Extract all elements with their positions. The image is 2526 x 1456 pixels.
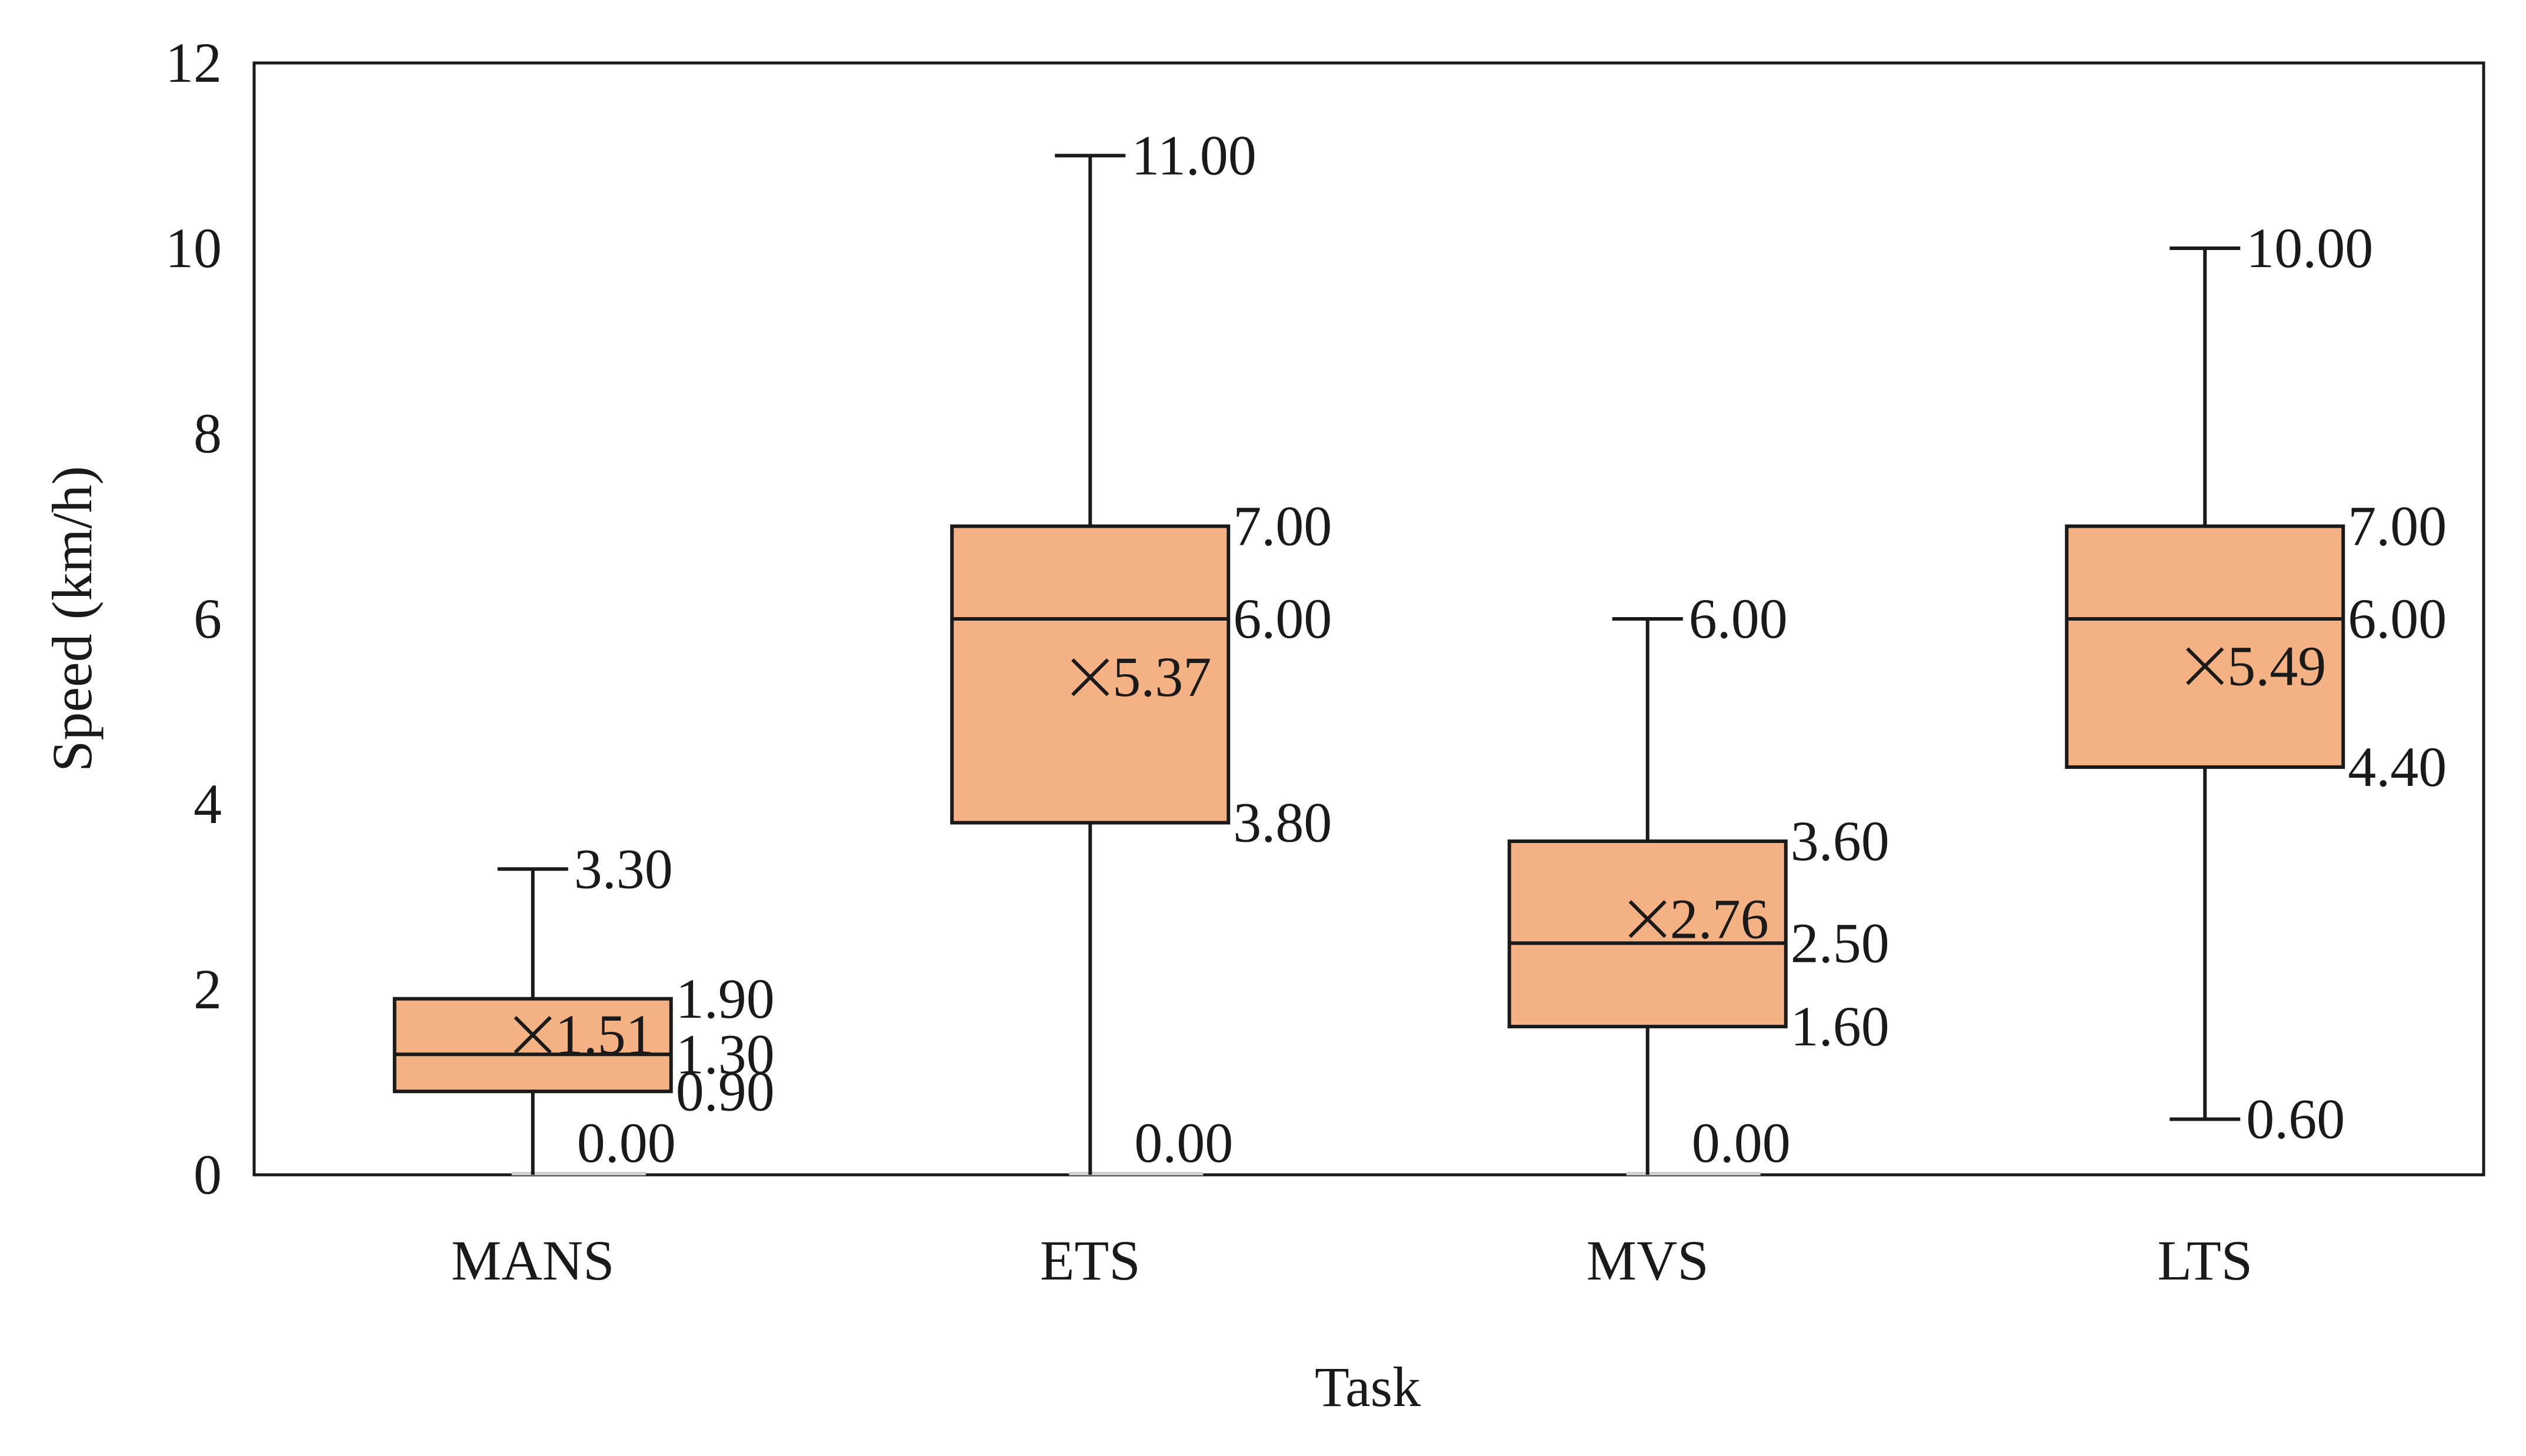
x-tick-label: MVS xyxy=(1587,1229,1709,1292)
box-group-mvs: 6.00 3.60 2.50 1.600.00 2.76 xyxy=(1507,587,1889,1175)
y-tick-label: 0 xyxy=(194,1143,222,1206)
iqr-box xyxy=(950,524,1231,825)
min-label: 0.00 xyxy=(577,1111,676,1174)
box-group-mans: 3.30 1.901.300.900.00 1.51 xyxy=(392,837,775,1175)
q1-label: 0.90 xyxy=(676,1059,775,1122)
y-axis-tick-labels: 0 2 4 6 8 10 12 xyxy=(165,31,222,1206)
y-tick-label: 4 xyxy=(194,772,222,835)
mean-marker-stroke xyxy=(1628,900,1667,938)
y-tick-label: 6 xyxy=(194,587,222,650)
median-label: 6.00 xyxy=(2348,587,2447,650)
q1-label: 3.80 xyxy=(1233,791,1332,854)
y-axis-title: Speed (km/h) xyxy=(41,466,104,772)
x-axis-title: Task xyxy=(1315,1355,1421,1418)
iqr-box xyxy=(1507,839,1788,1028)
mean-label: 2.76 xyxy=(1670,887,1769,950)
min-label: 0.00 xyxy=(1134,1111,1233,1174)
x-tick-label: LTS xyxy=(2157,1229,2252,1292)
mean-marker xyxy=(514,1016,552,1054)
x-axis-tick-labels: MANS ETS MVS LTS xyxy=(451,1229,2252,1292)
q3-label: 1.90 xyxy=(676,967,775,1030)
x-tick-label: ETS xyxy=(1040,1229,1141,1292)
median-label: 6.00 xyxy=(1233,587,1332,650)
max-label: 10.00 xyxy=(2246,216,2373,279)
mean-marker xyxy=(1628,900,1667,938)
q3-label: 7.00 xyxy=(2348,495,2447,558)
y-tick-label: 12 xyxy=(165,31,222,94)
max-label: 11.00 xyxy=(1131,124,1256,187)
box-group-lts: 10.00 7.00 6.00 4.40 0.60 5.49 xyxy=(2065,216,2447,1151)
q3-label: 3.60 xyxy=(1791,809,1889,872)
x-tick-label: MANS xyxy=(451,1229,614,1292)
box-series: 3.301.901.300.900.001.5111.007.006.003.8… xyxy=(392,124,2447,1175)
q1-label: 4.40 xyxy=(2348,735,2447,798)
median-label: 2.50 xyxy=(1791,911,1889,974)
min-label: 0.00 xyxy=(1692,1111,1791,1174)
mean-label: 5.37 xyxy=(1112,645,1211,708)
max-label: 3.30 xyxy=(574,837,673,900)
q1-label: 1.60 xyxy=(1791,995,1889,1058)
mean-marker-stroke xyxy=(1071,658,1109,697)
y-tick-label: 2 xyxy=(194,958,222,1021)
iqr-box xyxy=(392,997,673,1094)
median-label: 1.30 xyxy=(676,1022,775,1085)
y-tick-label: 8 xyxy=(194,402,222,465)
mean-marker-stroke xyxy=(514,1016,552,1054)
max-label: 6.00 xyxy=(1689,587,1788,650)
mean-marker-stroke xyxy=(2186,647,2224,685)
mean-marker xyxy=(1071,658,1109,697)
min-label: 0.60 xyxy=(2246,1088,2345,1151)
box-group-ets: 11.00 7.00 6.00 3.80 0.00 5.37 xyxy=(950,124,1332,1175)
q3-label: 7.00 xyxy=(1233,495,1332,558)
y-tick-label: 10 xyxy=(165,216,222,279)
iqr-box xyxy=(2065,524,2345,769)
mean-marker xyxy=(2186,647,2224,685)
mean-label: 1.51 xyxy=(555,1003,654,1066)
mean-label: 5.49 xyxy=(2227,634,2326,697)
plot-area-frame xyxy=(252,61,2485,1177)
